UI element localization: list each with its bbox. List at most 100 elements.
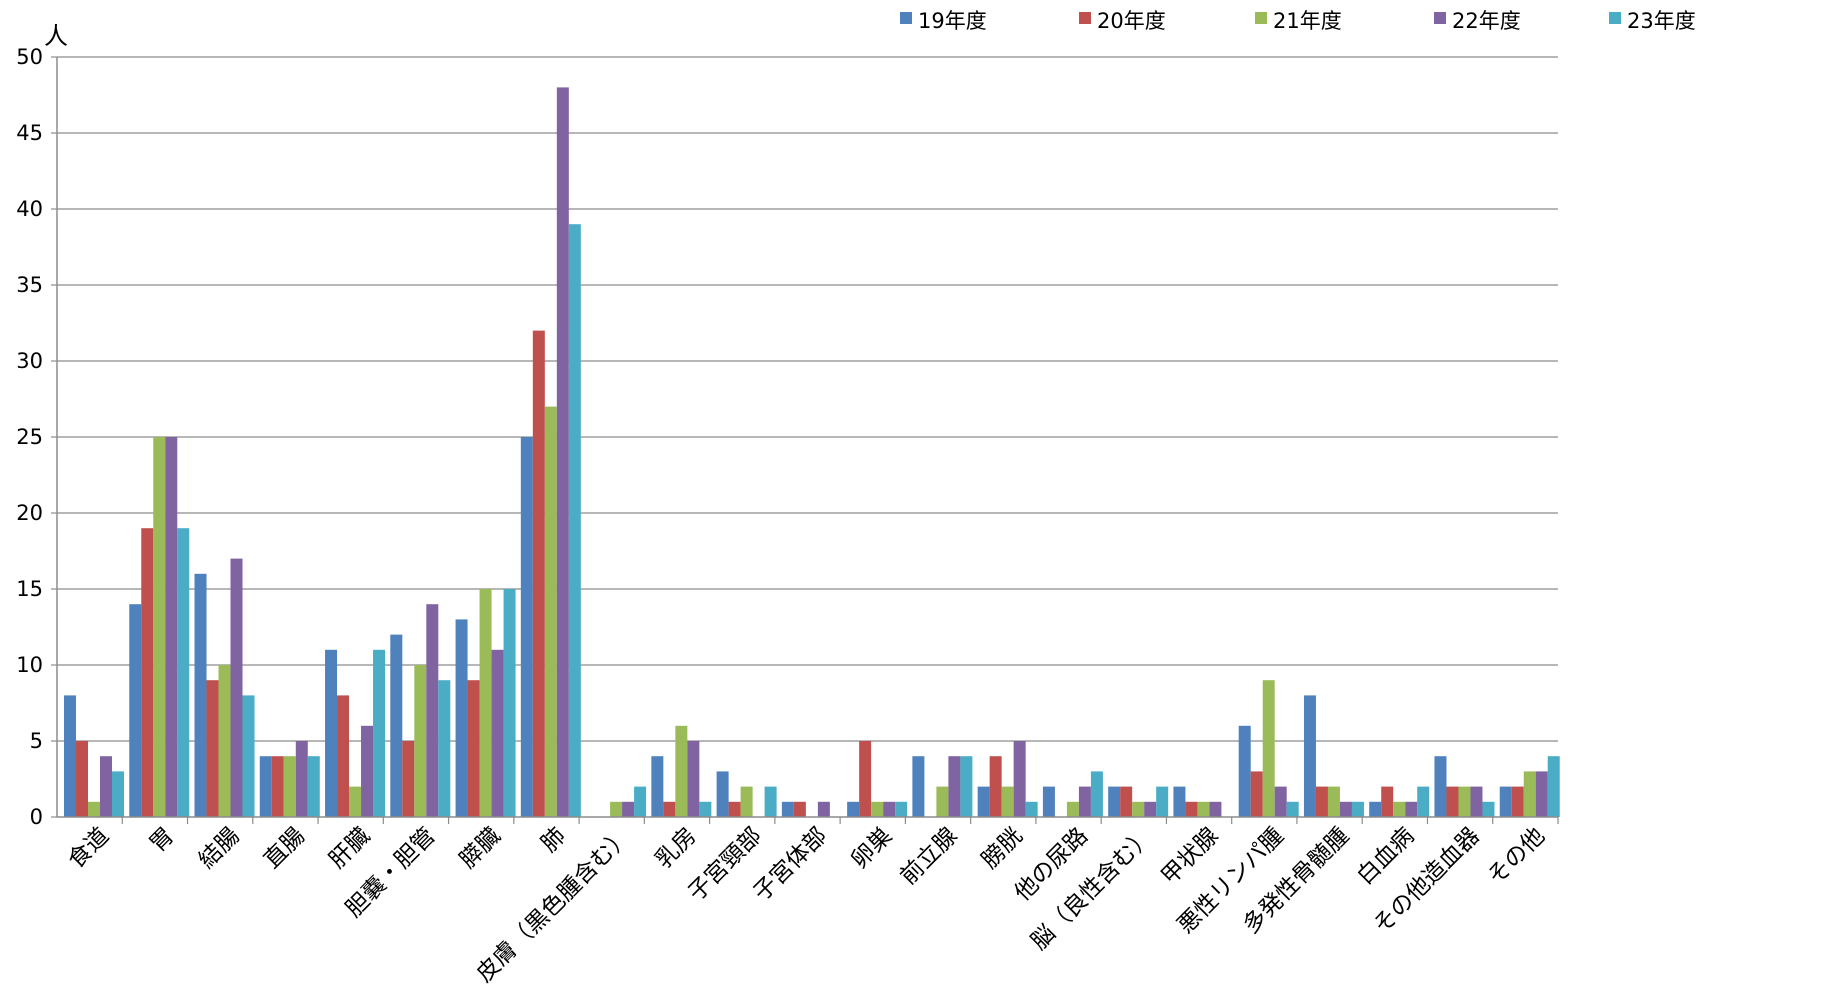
bar: [426, 604, 439, 817]
bar: [165, 437, 178, 817]
bar: [960, 756, 973, 817]
bar: [390, 634, 403, 817]
legend-swatch: [900, 12, 912, 24]
category-label: 前立腺: [895, 823, 962, 890]
bar: [337, 695, 350, 817]
bar: [1351, 801, 1364, 817]
bar: [989, 756, 1002, 817]
bar: [455, 619, 468, 817]
bar: [153, 437, 166, 817]
bar: [438, 680, 451, 817]
bar: [1042, 786, 1055, 817]
bar: [663, 801, 676, 817]
legend-swatch: [1434, 12, 1446, 24]
y-tick-label: 40: [16, 197, 43, 221]
category-label: その他: [1483, 823, 1550, 890]
bar: [1327, 786, 1340, 817]
bar: [675, 725, 688, 817]
y-tick-label: 50: [16, 45, 43, 69]
bar: [1156, 786, 1169, 817]
bar: [177, 528, 190, 817]
category-label: 子宮体部: [749, 823, 832, 906]
bar: [467, 680, 480, 817]
bar: [740, 786, 753, 817]
y-tick-label: 35: [16, 273, 43, 297]
bar: [764, 786, 777, 817]
bar: [271, 756, 284, 817]
category-label: 肺: [536, 823, 571, 858]
category-label: 胃: [145, 823, 180, 858]
legend-swatch: [1079, 12, 1091, 24]
y-tick-label: 10: [16, 653, 43, 677]
bar: [699, 801, 712, 817]
bar: [687, 741, 700, 817]
bar: [977, 786, 990, 817]
bar: [948, 756, 961, 817]
bar: [503, 589, 516, 817]
bar: [1369, 801, 1382, 817]
y-axis-unit-label: 人: [44, 22, 68, 50]
legend-swatch: [1255, 12, 1267, 24]
bar: [817, 801, 830, 817]
bar: [1381, 786, 1394, 817]
bar: [1025, 801, 1038, 817]
bar: [88, 801, 100, 817]
bar: [622, 801, 635, 817]
category-label: 結腸: [194, 823, 245, 874]
bar: [259, 756, 272, 817]
category-label: 直腸: [259, 823, 310, 874]
bar: [491, 649, 504, 817]
bar: [1535, 771, 1548, 817]
bar: [129, 604, 142, 817]
bar: [1001, 786, 1014, 817]
bar: [781, 801, 794, 817]
bar: [895, 801, 908, 817]
bar: [141, 528, 154, 817]
bar: [1303, 695, 1316, 817]
bar: [556, 87, 569, 817]
bar: [479, 589, 492, 817]
category-label: 膵臓: [455, 823, 506, 874]
bar: [361, 725, 374, 817]
category-labels: 食道胃結腸 直腸 肝臓胆嚢・胆管 膵臓 肺皮膚（黒色腫含む） 乳房子宮頸部子宮体部 卵巣前立…: [63, 823, 1550, 988]
bar: [1523, 771, 1536, 817]
bar: [651, 756, 664, 817]
bar: [568, 224, 581, 817]
bar: [1482, 801, 1495, 817]
bar: [283, 756, 296, 817]
bar: [402, 741, 415, 817]
bar: [883, 801, 896, 817]
bar: [194, 573, 207, 817]
category-label: 肝臓: [324, 823, 375, 874]
bar: [1197, 801, 1210, 817]
bar: [936, 786, 949, 817]
bar: [230, 558, 243, 817]
bar: [1066, 801, 1079, 817]
bar: [544, 406, 557, 817]
legend-label: 19年度: [918, 9, 987, 33]
bar: [716, 771, 729, 817]
legend-label: 23年度: [1627, 9, 1696, 33]
axes: [51, 56, 1559, 824]
legend-swatch: [1609, 12, 1621, 24]
y-tick-label: 20: [16, 501, 43, 525]
bar: [1078, 786, 1091, 817]
bar: [1173, 786, 1186, 817]
bar: [206, 680, 219, 817]
y-tick-label: 0: [30, 805, 43, 829]
bar: [1417, 786, 1430, 817]
category-label: 食道: [63, 823, 114, 874]
y-tick-label: 15: [16, 577, 43, 601]
bar: [1144, 801, 1157, 817]
y-tick-labels: 0 5 10 15 20 25 30 35 40 45 50: [16, 45, 43, 829]
bar: [1470, 786, 1483, 817]
bar: [1132, 801, 1145, 817]
bar: [373, 649, 386, 817]
bar: [859, 741, 872, 817]
category-label: 卵巣: [846, 823, 897, 874]
y-tick-label: 5: [30, 729, 43, 753]
bars: [64, 87, 1560, 817]
bar: [1458, 786, 1471, 817]
bar: [912, 756, 925, 817]
